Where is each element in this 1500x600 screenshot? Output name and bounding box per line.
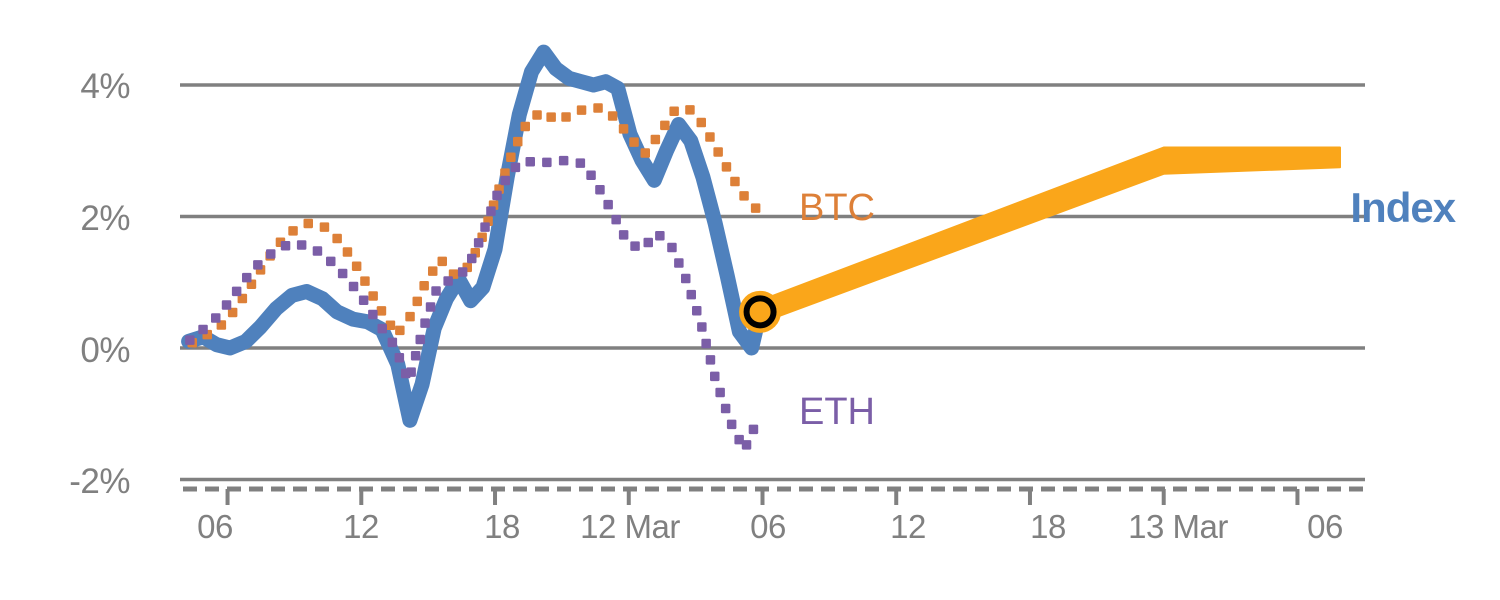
x-axis-tick-label: 18 — [484, 508, 520, 545]
x-axis-tick-label: 18 — [1030, 508, 1066, 545]
x-axis-tick-label: 13 Mar — [1128, 508, 1228, 545]
y-axis-tick-label: -2% — [69, 462, 130, 501]
series-label-index: Index — [1350, 184, 1456, 232]
y-axis-tick-label: 2% — [80, 199, 130, 238]
series-label-eth: ETH — [798, 391, 875, 434]
forecast-origin-marker[interactable] — [739, 290, 782, 333]
axis-ticks — [225, 489, 1300, 505]
x-axis-tick-label: 12 — [343, 508, 379, 545]
x-axis-tick-label: 06 — [197, 508, 233, 545]
series-forecast-band — [759, 146, 1341, 324]
x-axis-tick-label: 12 Mar — [580, 508, 680, 545]
series-index-line — [181, 44, 768, 428]
y-axis-tick-label: 4% — [80, 67, 130, 106]
series-btc-line — [187, 103, 761, 348]
series-eth-line — [185, 155, 759, 450]
x-axis-tick-label: 12 — [890, 508, 926, 545]
x-axis-tick-label: 06 — [750, 508, 786, 545]
y-axis-tick-label: 0% — [80, 331, 130, 370]
series-label-btc: BTC — [798, 187, 875, 230]
gridlines — [180, 83, 1365, 482]
x-axis-tick-label: 06 — [1307, 508, 1343, 545]
